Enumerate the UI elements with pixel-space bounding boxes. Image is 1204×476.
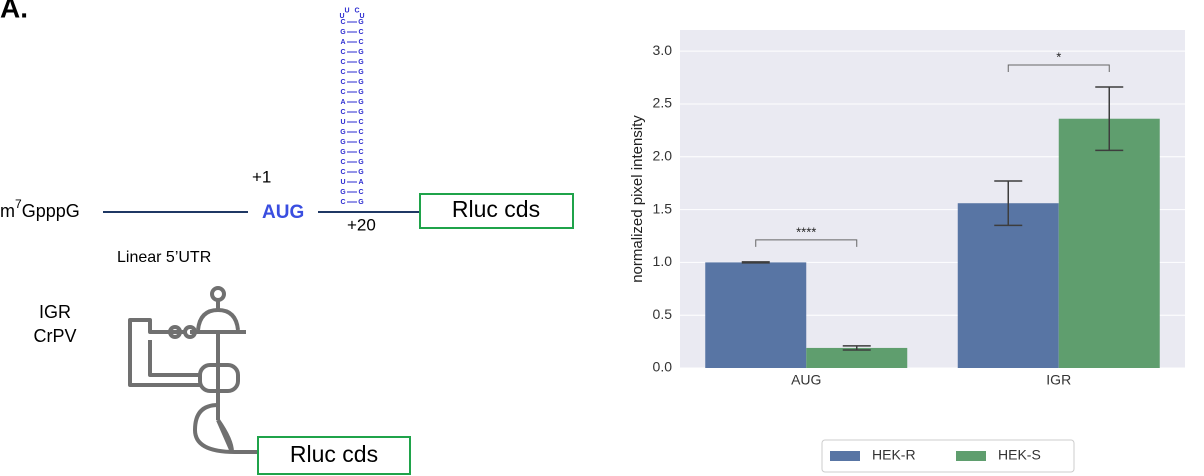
reporter-label: Rluc cds xyxy=(452,196,540,222)
reporter-box xyxy=(419,193,574,229)
y-tick-label: 2.0 xyxy=(653,147,673,163)
hairpin-base: C xyxy=(358,129,363,136)
hairpin-base: G xyxy=(340,139,346,146)
y-tick-label: 0.5 xyxy=(653,306,673,322)
hairpin-position: +20 xyxy=(347,215,376,234)
hairpin-base: G xyxy=(358,49,364,56)
y-axis-label: normalized pixel intensity xyxy=(629,115,646,283)
hairpin-base: A xyxy=(340,99,345,106)
hairpin-base: G xyxy=(358,19,364,26)
hairpin-base: C xyxy=(340,89,345,96)
y-tick-label: 1.0 xyxy=(653,253,673,269)
y-tick-label: 2.5 xyxy=(653,95,673,111)
legend-swatch xyxy=(830,451,860,461)
hairpin-base: C xyxy=(340,69,345,76)
hairpin-base: C xyxy=(358,139,363,146)
ires-label: IGR xyxy=(39,302,71,322)
significance-bracket xyxy=(755,239,858,247)
hairpin-base: C xyxy=(358,29,363,36)
hairpin-base: U xyxy=(359,13,364,20)
hairpin-base: G xyxy=(340,149,346,156)
hairpin-base: C xyxy=(340,159,345,166)
bar xyxy=(1058,118,1160,368)
bar xyxy=(957,203,1059,368)
hairpin-base: A xyxy=(358,179,363,186)
reporter-box xyxy=(257,436,411,475)
error-bar xyxy=(741,261,770,264)
significance-label: * xyxy=(1056,49,1061,64)
legend-label: HEK-R xyxy=(872,447,916,463)
significance-bracket xyxy=(1007,64,1110,73)
ires-icon xyxy=(128,286,258,454)
hairpin-base: C xyxy=(354,8,359,15)
hairpin-base: A xyxy=(340,39,345,46)
hairpin-base: G xyxy=(358,59,364,66)
reporter-label: Rluc cds xyxy=(290,441,378,467)
hairpin-base: G xyxy=(358,199,364,206)
y-tick-label: 0.0 xyxy=(653,359,673,375)
hairpin-base: C xyxy=(340,169,345,176)
y-tick-label: 1.5 xyxy=(653,200,673,216)
legend-swatch xyxy=(956,451,986,461)
bar xyxy=(806,347,908,368)
hairpin-base: G xyxy=(358,109,364,116)
significance-label: **** xyxy=(796,224,816,239)
hairpin-base: C xyxy=(358,149,363,156)
bar xyxy=(705,262,807,368)
hairpin-base: C xyxy=(358,119,363,126)
hairpin: UU CUC GG CA CC GC GC GC GC GA GC GU CG CG CG CC GC GU AG C… xyxy=(339,8,364,206)
chart: 0.0 0.5 1.0 1.5 2.0 2.5 3.0 AUG **** IGR * HEK-R HEK… xyxy=(653,42,1185,463)
hairpin-base: U xyxy=(339,13,344,20)
cap-prefix: m xyxy=(0,201,15,221)
hairpin-base: C xyxy=(340,59,345,66)
hairpin-base: C xyxy=(340,199,345,206)
y-tick-label: 3.0 xyxy=(653,42,673,58)
start-codon: AUG xyxy=(262,202,304,223)
error-bar xyxy=(994,180,1023,227)
cap-suffix: GpppG xyxy=(22,201,80,221)
hairpin-base: U xyxy=(344,8,349,15)
hairpin-base: U xyxy=(340,179,345,186)
hairpin-base: G xyxy=(340,189,346,196)
hairpin-base: C xyxy=(340,79,345,86)
x-tick-label: IGR xyxy=(1046,372,1071,388)
x-tick-label: AUG xyxy=(791,372,821,388)
hairpin-base: G xyxy=(358,79,364,86)
panel-label: A. xyxy=(0,0,28,23)
hairpin-base: U xyxy=(340,119,345,126)
legend-label: HEK-S xyxy=(998,447,1041,463)
error-bar xyxy=(842,345,871,351)
hairpin-base: C xyxy=(340,49,345,56)
hairpin-base: G xyxy=(358,89,364,96)
cap-superscript: 7 xyxy=(15,197,22,211)
hairpin-base: G xyxy=(358,99,364,106)
error-bar xyxy=(1095,86,1124,152)
hairpin-base: G xyxy=(340,29,346,36)
cap-label: m7GpppG xyxy=(0,197,80,221)
hairpin-base: C xyxy=(340,109,345,116)
hairpin-base: G xyxy=(340,129,346,136)
hairpin-base: G xyxy=(358,169,364,176)
hairpin-base: G xyxy=(358,69,364,76)
hairpin-base: C xyxy=(340,19,345,26)
ires-label: CrPV xyxy=(33,326,76,346)
hairpin-base: C xyxy=(358,39,363,46)
legend xyxy=(821,439,1075,473)
hairpin-base: C xyxy=(358,189,363,196)
utr-label: Linear 5’UTR xyxy=(117,249,211,266)
start-position: +1 xyxy=(252,167,271,186)
hairpin-base: G xyxy=(358,159,364,166)
